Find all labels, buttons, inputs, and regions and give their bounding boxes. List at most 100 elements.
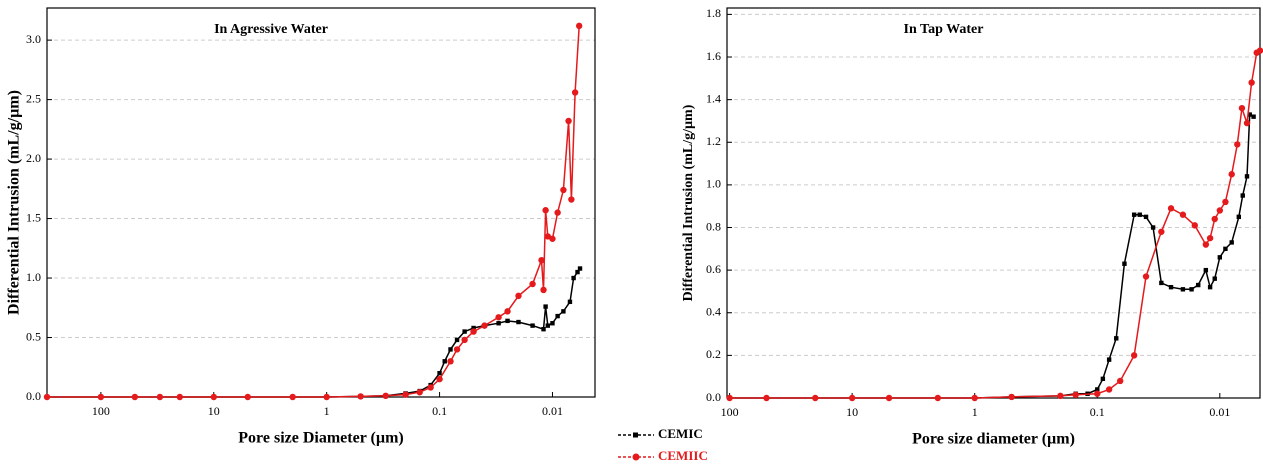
marker bbox=[1240, 193, 1245, 198]
x-tick-label: 0.01 bbox=[1209, 405, 1230, 419]
marker bbox=[504, 308, 511, 315]
y-tick-label: 1.0 bbox=[706, 177, 721, 191]
marker bbox=[427, 384, 434, 391]
marker bbox=[402, 391, 409, 398]
marker bbox=[575, 22, 583, 30]
marker bbox=[382, 392, 389, 400]
marker bbox=[1008, 393, 1015, 401]
y-tick-label: 1.6 bbox=[706, 49, 721, 63]
marker bbox=[442, 359, 447, 364]
marker bbox=[1167, 205, 1175, 212]
marker bbox=[561, 309, 566, 314]
x-tick-label: 1 bbox=[972, 405, 978, 419]
marker bbox=[1130, 352, 1138, 359]
marker bbox=[971, 394, 978, 402]
marker bbox=[763, 394, 770, 402]
legend-label: CEMIC bbox=[658, 426, 703, 441]
marker bbox=[555, 313, 560, 319]
marker bbox=[568, 196, 575, 203]
marker bbox=[289, 393, 296, 401]
x-axis-label: Pore size diameter (µm) bbox=[912, 431, 1075, 448]
marker bbox=[1143, 214, 1149, 220]
marker bbox=[461, 336, 468, 344]
marker bbox=[447, 358, 454, 365]
x-axis-label: Pore size Diameter (µm) bbox=[238, 430, 403, 447]
marker bbox=[550, 321, 555, 326]
marker bbox=[1196, 282, 1201, 288]
marker bbox=[540, 286, 547, 294]
marker bbox=[495, 314, 502, 321]
chart-title: In Agressive Water bbox=[214, 22, 328, 37]
marker bbox=[448, 347, 453, 352]
x-tick-label: 10 bbox=[208, 404, 220, 418]
marker bbox=[1228, 171, 1235, 178]
marker bbox=[934, 394, 942, 402]
marker bbox=[1100, 376, 1106, 382]
marker bbox=[1256, 47, 1263, 54]
x-tick-label: 0.1 bbox=[1090, 405, 1105, 419]
y-tick-label: 2.5 bbox=[26, 91, 41, 105]
plot-frame bbox=[46, 7, 596, 398]
marker bbox=[357, 393, 364, 400]
marker bbox=[481, 322, 488, 329]
marker bbox=[1114, 336, 1119, 341]
marker bbox=[515, 292, 522, 300]
y-tick-label: 0.0 bbox=[706, 390, 721, 404]
series-line bbox=[729, 49, 1261, 399]
marker bbox=[470, 328, 477, 335]
marker bbox=[530, 323, 535, 328]
marker bbox=[538, 256, 545, 264]
marker bbox=[571, 89, 579, 96]
marker bbox=[210, 393, 217, 401]
marker bbox=[1057, 392, 1064, 400]
marker bbox=[1142, 273, 1150, 280]
marker bbox=[885, 394, 893, 402]
marker bbox=[1244, 174, 1250, 179]
marker bbox=[1159, 280, 1164, 286]
x-tick-label: 100 bbox=[92, 404, 110, 418]
marker bbox=[416, 389, 423, 396]
marker bbox=[453, 346, 461, 353]
y-tick-label: 0.2 bbox=[706, 347, 721, 361]
legend-marker bbox=[633, 432, 638, 438]
marker bbox=[244, 393, 251, 401]
marker bbox=[323, 393, 330, 401]
y-tick-label: 1.8 bbox=[706, 6, 721, 20]
y-tick-label: 3.0 bbox=[26, 32, 41, 46]
marker bbox=[560, 186, 567, 194]
marker bbox=[1236, 214, 1241, 220]
marker bbox=[496, 321, 501, 326]
marker bbox=[726, 394, 733, 402]
series-line bbox=[47, 25, 580, 398]
marker bbox=[1094, 390, 1101, 397]
y-tick-label: 0.4 bbox=[706, 305, 721, 319]
y-tick-label: 0.0 bbox=[26, 389, 41, 403]
marker bbox=[1095, 387, 1100, 392]
marker bbox=[1251, 114, 1256, 119]
marker bbox=[505, 318, 510, 324]
y-tick-label: 1.4 bbox=[706, 91, 721, 105]
marker bbox=[176, 393, 183, 401]
marker bbox=[529, 280, 536, 288]
marker bbox=[471, 325, 476, 331]
x-tick-label: 0.01 bbox=[542, 404, 563, 418]
marker bbox=[156, 393, 164, 401]
marker bbox=[436, 375, 443, 383]
y-tick-label: 0.6 bbox=[706, 262, 721, 276]
marker bbox=[848, 394, 856, 402]
plot-frame bbox=[726, 7, 1261, 399]
marker bbox=[554, 209, 561, 216]
legend-label: CEMIIC bbox=[658, 448, 708, 463]
marker bbox=[1072, 391, 1079, 399]
marker bbox=[454, 337, 460, 343]
x-tick-label: 10 bbox=[846, 405, 858, 419]
marker bbox=[541, 326, 546, 332]
marker bbox=[1122, 261, 1127, 266]
marker bbox=[1247, 112, 1252, 117]
marker bbox=[516, 319, 521, 325]
marker bbox=[545, 323, 550, 328]
marker bbox=[571, 275, 576, 281]
marker bbox=[1223, 246, 1228, 252]
marker bbox=[1150, 225, 1156, 230]
y-tick-label: 2.0 bbox=[26, 151, 41, 165]
